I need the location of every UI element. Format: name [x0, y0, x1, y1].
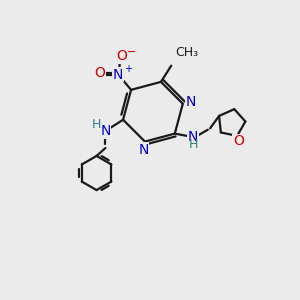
- Text: H: H: [91, 118, 101, 131]
- Text: N: N: [100, 124, 111, 138]
- Text: N: N: [138, 143, 149, 157]
- Text: CH₃: CH₃: [176, 46, 199, 59]
- Text: O: O: [233, 134, 244, 148]
- Text: N: N: [186, 95, 196, 109]
- Text: O: O: [94, 66, 105, 80]
- Text: +: +: [124, 64, 132, 74]
- Text: N: N: [188, 130, 198, 144]
- Text: O: O: [116, 49, 127, 63]
- Text: −: −: [127, 47, 136, 57]
- Text: H: H: [189, 138, 198, 151]
- Text: N: N: [112, 68, 123, 82]
